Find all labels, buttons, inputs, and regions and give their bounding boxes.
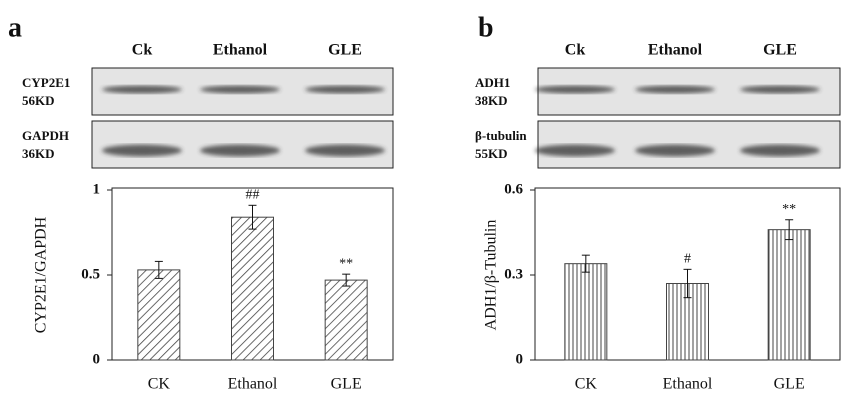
y-axis-label: CYP2E1/GAPDH bbox=[33, 216, 50, 333]
y-tick-label: 0.5 bbox=[81, 266, 100, 282]
y-tick-label: 0 bbox=[93, 351, 101, 367]
x-tick-label: GLE bbox=[331, 376, 362, 393]
bar bbox=[324, 279, 368, 361]
blot-protein: ADH1 bbox=[475, 75, 510, 90]
y-axis-label: ADH1/β-Tubulin bbox=[483, 220, 500, 331]
blot-size: 38KD bbox=[475, 93, 508, 108]
blot-size: 55KD bbox=[475, 146, 508, 161]
blot-band bbox=[305, 85, 385, 94]
bar bbox=[564, 263, 608, 361]
blot-band bbox=[200, 85, 280, 94]
blot-band bbox=[635, 85, 715, 94]
blot-band bbox=[200, 144, 280, 157]
lane-label: Ck bbox=[565, 42, 586, 59]
blot-band bbox=[740, 85, 820, 94]
blot-band bbox=[102, 144, 182, 157]
x-tick-label: GLE bbox=[774, 376, 805, 393]
blot-band bbox=[102, 85, 182, 94]
blot-size: 36KD bbox=[22, 146, 55, 161]
blot-protein: CYP2E1 bbox=[22, 75, 70, 90]
blot-band bbox=[635, 144, 715, 157]
blot-band bbox=[740, 144, 820, 157]
blot-band bbox=[305, 144, 385, 157]
x-tick-label: Ethanol bbox=[228, 376, 278, 393]
blot-band bbox=[535, 85, 615, 94]
significance-marker: ** bbox=[782, 202, 796, 217]
blot bbox=[91, 120, 394, 169]
panel-label: a bbox=[8, 12, 22, 43]
blot-size: 56KD bbox=[22, 93, 55, 108]
x-tick-label: CK bbox=[148, 376, 171, 393]
blot bbox=[537, 120, 841, 169]
significance-marker: ## bbox=[246, 188, 260, 203]
lane-label: Ethanol bbox=[648, 42, 703, 59]
panel-label: b bbox=[478, 12, 494, 43]
y-tick-label: 0.3 bbox=[504, 266, 523, 282]
blot-band bbox=[535, 144, 615, 157]
blot-protein: β-tubulin bbox=[475, 128, 527, 143]
x-tick-label: CK bbox=[575, 376, 598, 393]
significance-marker: # bbox=[684, 252, 691, 267]
y-tick-label: 1 bbox=[93, 181, 101, 197]
lane-label: GLE bbox=[763, 42, 797, 59]
bar bbox=[137, 269, 181, 361]
bar bbox=[767, 229, 811, 361]
lane-label: Ck bbox=[132, 42, 153, 59]
significance-marker: ** bbox=[339, 256, 353, 271]
lane-label: GLE bbox=[328, 42, 362, 59]
y-tick-label: 0 bbox=[516, 351, 524, 367]
y-tick-label: 0.6 bbox=[504, 181, 523, 197]
lane-label: Ethanol bbox=[213, 42, 268, 59]
x-tick-label: Ethanol bbox=[663, 376, 713, 393]
blot-protein: GAPDH bbox=[22, 128, 69, 143]
bar bbox=[231, 216, 274, 361]
